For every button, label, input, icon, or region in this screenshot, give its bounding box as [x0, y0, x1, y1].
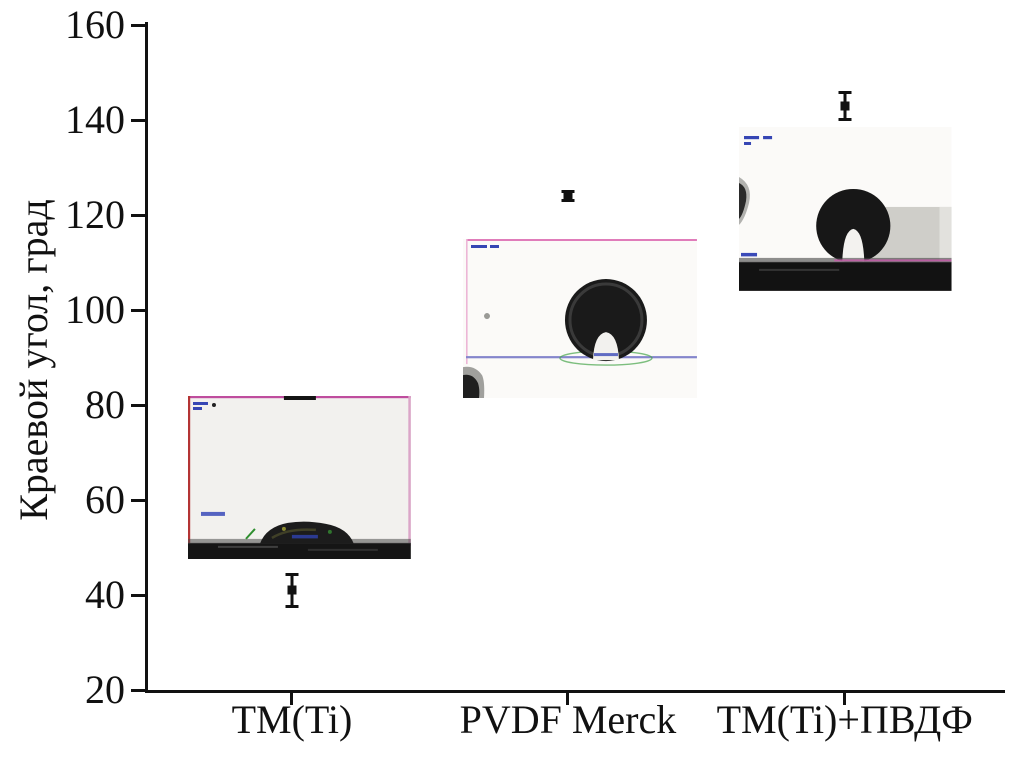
annotation-text-mark — [193, 401, 209, 405]
y-axis-tick — [131, 593, 145, 597]
y-axis-tick — [131, 213, 145, 217]
y-axis-tick-label: 20 — [85, 667, 125, 712]
annotation-text-mark — [201, 511, 226, 516]
x-axis-category-label: TM(Ti)+ПВДФ — [716, 697, 973, 742]
annotation-text-mark — [744, 136, 760, 140]
annotation-text-mark — [741, 253, 758, 257]
y-axis-line — [145, 22, 148, 693]
annotation-dot — [212, 402, 217, 407]
corner-blob — [462, 374, 480, 398]
annotation-text-mark — [744, 142, 752, 146]
substrate-bar — [739, 262, 952, 291]
x-axis-category-label: TM(Ti) — [231, 697, 353, 742]
substrate-bar — [188, 542, 412, 560]
y-axis-tick — [131, 403, 145, 407]
x-axis-line — [145, 690, 1005, 693]
annotation-text-mark — [763, 136, 773, 140]
substrate-streak — [308, 548, 379, 551]
droplet-speckle — [271, 527, 317, 539]
edge-smudge — [739, 183, 747, 220]
data-point-marker — [287, 585, 297, 595]
photo-frame-left — [188, 395, 191, 554]
y-axis-tick — [131, 23, 145, 27]
y-axis-tick-label: 140 — [65, 97, 125, 142]
baseline-mark — [292, 534, 319, 538]
x-axis-tick — [566, 693, 570, 705]
baseline-mark — [593, 352, 618, 356]
y-axis-tick-label: 120 — [65, 192, 125, 237]
photo-frame-left — [465, 238, 468, 364]
error-bar-cap-bottom — [285, 604, 299, 608]
photo-frame-right — [408, 395, 412, 546]
error-bar-cap-bottom — [838, 118, 852, 121]
round-droplet — [564, 278, 647, 361]
round-droplet — [816, 189, 891, 264]
droplet-highlight — [842, 229, 865, 263]
droplet-photo-tm-ti — [188, 395, 412, 560]
annotation-text-mark — [489, 244, 499, 248]
data-point-marker — [563, 191, 573, 201]
y-axis-tick-label: 100 — [65, 287, 125, 332]
y-axis-tick — [131, 308, 145, 312]
y-axis-tick — [131, 118, 145, 122]
x-axis-category-label: PVDF Merck — [459, 697, 677, 742]
photo-frame-top — [465, 238, 697, 241]
droplet-speckle — [328, 529, 333, 534]
gray-region-light — [939, 207, 952, 264]
error-bar-cap-top — [285, 572, 299, 576]
y-axis-tick-label: 40 — [85, 572, 125, 617]
y-axis-tick — [131, 498, 145, 502]
baseline-line — [465, 355, 697, 359]
angle-tick-mark — [245, 527, 256, 540]
photo-frame-substrate-line — [834, 259, 952, 262]
error-bar-cap-top — [838, 90, 852, 94]
data-point-marker — [840, 101, 850, 111]
x-axis-tick — [843, 693, 847, 705]
x-axis-tick — [290, 693, 294, 705]
droplet-speckle — [282, 526, 287, 531]
y-axis-tick-label: 60 — [85, 477, 125, 522]
y-axis-tick — [131, 688, 145, 692]
photo-top-marker — [284, 395, 317, 400]
droplet-photo-tm-ti-pvdf — [739, 127, 952, 291]
substrate-streak — [218, 545, 279, 548]
annotation-text-mark — [470, 244, 487, 248]
annotation-text-mark — [193, 406, 203, 410]
substrate-streak — [759, 269, 840, 272]
droplet-photo-pvdf-merck — [462, 238, 697, 398]
dust-speck — [483, 312, 490, 319]
y-axis-tick-label: 160 — [65, 2, 125, 47]
y-axis-title: Краевой угол, град — [11, 199, 56, 521]
y-axis-tick-label: 80 — [85, 382, 125, 427]
